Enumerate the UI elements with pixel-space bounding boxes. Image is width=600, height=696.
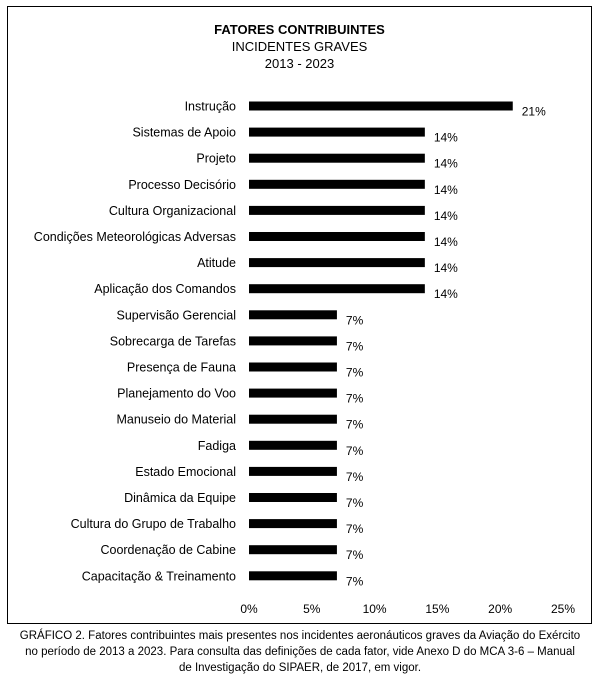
- chart-period: 2013 - 2023: [264, 56, 335, 71]
- category-label: Projeto: [196, 152, 236, 166]
- data-label: 14%: [434, 261, 458, 275]
- category-label: Dinâmica da Equipe: [124, 491, 236, 505]
- data-label: 14%: [434, 209, 458, 223]
- category-label: Capacitação & Treinamento: [82, 569, 236, 583]
- bar: [249, 205, 425, 215]
- bar: [249, 258, 425, 268]
- category-label: Supervisão Gerencial: [116, 308, 236, 322]
- data-label: 14%: [434, 183, 458, 197]
- data-label: 7%: [346, 470, 364, 484]
- category-label: Cultura do Grupo de Trabalho: [71, 517, 236, 531]
- data-label: 7%: [346, 574, 364, 588]
- data-label: 7%: [346, 313, 364, 327]
- data-label: 21%: [522, 105, 546, 119]
- category-label: Estado Emocional: [135, 465, 236, 479]
- x-tick-label: 5%: [303, 602, 321, 616]
- data-label: 7%: [346, 444, 364, 458]
- bar: [249, 153, 425, 163]
- bar: [249, 362, 337, 372]
- category-label: Instrução: [185, 100, 236, 114]
- x-tick-label: 10%: [363, 602, 387, 616]
- data-label: 7%: [346, 418, 364, 432]
- bar: [249, 493, 337, 502]
- category-label: Manuseio do Material: [116, 413, 236, 427]
- bar: [249, 440, 337, 450]
- chart-title: FATORES CONTRIBUINTES: [214, 22, 385, 37]
- bar: [249, 571, 337, 581]
- category-label: Fadiga: [198, 439, 236, 453]
- data-label: 14%: [434, 157, 458, 171]
- caption-line-1: GRÁFICO 2. Fatores contribuintes mais pr…: [19, 630, 581, 642]
- bar: [249, 310, 337, 320]
- bar: [249, 336, 337, 346]
- category-label: Sistemas de Apoio: [132, 126, 236, 140]
- data-label: 14%: [434, 235, 458, 249]
- bar: [249, 388, 337, 398]
- data-label: 14%: [434, 287, 458, 301]
- category-label: Processo Decisório: [128, 178, 236, 192]
- x-tick-label: 20%: [488, 602, 512, 616]
- bar-chart: Instrução 21% Sistemas de Apoio 14% Projeto 1…: [34, 100, 576, 617]
- x-tick-label: 0%: [240, 602, 258, 616]
- bar: [249, 519, 337, 529]
- category-label: Atitude: [197, 256, 236, 270]
- chart-subtitle: INCIDENTES GRAVES: [231, 39, 368, 54]
- bar: [249, 545, 337, 555]
- category-label: Aplicação dos Comandos: [94, 282, 236, 296]
- bar: [249, 179, 425, 189]
- data-label: 7%: [346, 339, 364, 353]
- data-label: 7%: [346, 366, 364, 380]
- category-label: Sobrecarga de Tarefas: [110, 334, 236, 348]
- category-label: Condições Meteorológicas Adversas: [34, 230, 236, 244]
- bar: [249, 284, 425, 294]
- data-label: 14%: [434, 131, 458, 145]
- bar: [249, 127, 425, 137]
- bar: [249, 232, 425, 241]
- category-label: Cultura Organizacional: [109, 204, 236, 218]
- bar: [249, 101, 513, 111]
- x-tick-label: 25%: [551, 602, 575, 616]
- caption-line-3: de Investigação do SIPAER, de 2017, em v…: [178, 662, 422, 674]
- data-label: 7%: [346, 496, 364, 510]
- bar: [249, 414, 337, 424]
- category-label: Coordenação de Cabine: [100, 543, 236, 557]
- data-label: 7%: [346, 548, 364, 562]
- data-label: 7%: [346, 522, 364, 536]
- figure-caption: GRÁFICO 2. Fatores contribuintes mais pr…: [0, 628, 600, 676]
- caption-line-2: no período de 2013 a 2023. Para consulta…: [25, 646, 575, 658]
- data-label: 7%: [346, 392, 364, 406]
- bar: [249, 466, 337, 476]
- category-label: Presença de Fauna: [127, 361, 236, 375]
- category-label: Planejamento do Voo: [117, 387, 236, 401]
- x-tick-label: 15%: [425, 602, 449, 616]
